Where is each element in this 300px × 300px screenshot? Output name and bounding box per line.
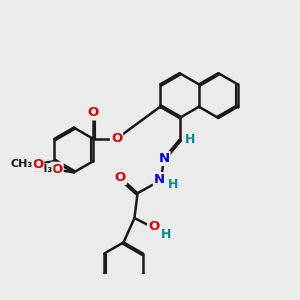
- Text: CH₃: CH₃: [11, 159, 33, 169]
- Text: O: O: [111, 132, 122, 145]
- Text: O: O: [32, 158, 43, 171]
- Text: O: O: [148, 220, 159, 233]
- Text: H: H: [161, 228, 171, 241]
- Text: O: O: [51, 163, 63, 176]
- Text: CH₃: CH₃: [30, 164, 52, 174]
- Text: H: H: [167, 178, 178, 191]
- Text: N: N: [158, 152, 169, 165]
- Text: H: H: [185, 133, 196, 146]
- Text: O: O: [115, 171, 126, 184]
- Text: O: O: [88, 106, 99, 119]
- Text: N: N: [154, 173, 165, 186]
